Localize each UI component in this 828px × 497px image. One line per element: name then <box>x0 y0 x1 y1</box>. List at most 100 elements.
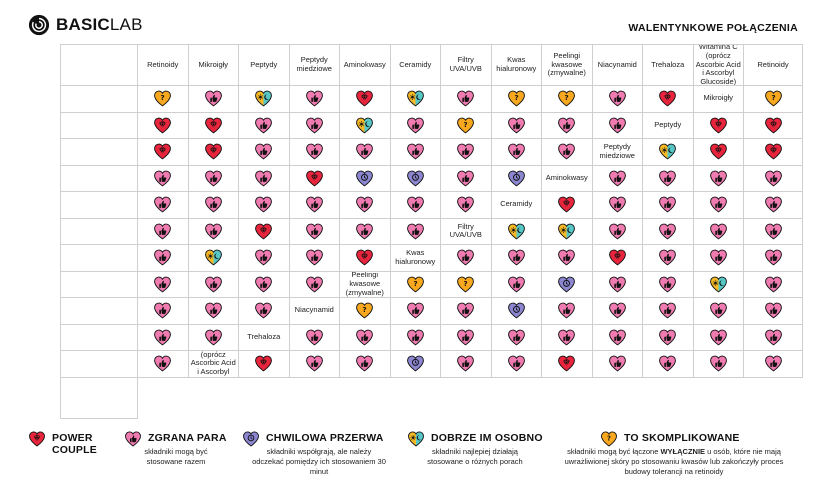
matrix-cell[interactable] <box>289 271 340 298</box>
matrix-cell[interactable] <box>491 245 542 272</box>
matrix-cell[interactable] <box>542 218 593 245</box>
matrix-cell[interactable] <box>693 218 744 245</box>
brand-logo[interactable]: BASICLAB <box>28 14 143 36</box>
matrix-cell[interactable] <box>390 165 441 192</box>
matrix-cell[interactable] <box>239 271 290 298</box>
matrix-cell[interactable]: ? <box>542 86 593 113</box>
matrix-cell[interactable] <box>188 271 239 298</box>
matrix-cell[interactable] <box>693 165 744 192</box>
matrix-cell[interactable] <box>592 218 643 245</box>
matrix-cell[interactable] <box>592 192 643 219</box>
matrix-cell[interactable] <box>138 192 189 219</box>
matrix-cell[interactable] <box>138 112 189 139</box>
matrix-cell[interactable] <box>643 165 694 192</box>
matrix-cell[interactable] <box>188 245 239 272</box>
matrix-cell[interactable] <box>441 324 492 351</box>
matrix-cell[interactable] <box>340 165 391 192</box>
matrix-cell[interactable] <box>441 139 492 166</box>
matrix-cell[interactable] <box>239 218 290 245</box>
matrix-cell[interactable] <box>289 351 340 378</box>
matrix-cell[interactable]: ? <box>441 112 492 139</box>
matrix-cell[interactable] <box>744 298 803 325</box>
matrix-cell[interactable] <box>441 245 492 272</box>
matrix-cell[interactable] <box>138 139 189 166</box>
matrix-cell[interactable] <box>693 324 744 351</box>
matrix-cell[interactable]: ? <box>390 271 441 298</box>
matrix-cell[interactable] <box>643 192 694 219</box>
matrix-cell[interactable] <box>239 298 290 325</box>
matrix-cell[interactable] <box>340 112 391 139</box>
matrix-cell[interactable] <box>340 351 391 378</box>
matrix-cell[interactable] <box>542 324 593 351</box>
matrix-cell[interactable] <box>491 139 542 166</box>
matrix-cell[interactable] <box>592 324 643 351</box>
matrix-cell[interactable] <box>744 112 803 139</box>
matrix-cell[interactable] <box>592 112 643 139</box>
matrix-cell[interactable] <box>239 192 290 219</box>
matrix-cell[interactable] <box>390 86 441 113</box>
matrix-cell[interactable] <box>441 298 492 325</box>
matrix-cell[interactable] <box>542 139 593 166</box>
matrix-cell[interactable] <box>693 245 744 272</box>
matrix-cell[interactable] <box>340 218 391 245</box>
matrix-cell[interactable] <box>138 298 189 325</box>
matrix-cell[interactable] <box>744 165 803 192</box>
matrix-cell[interactable] <box>239 139 290 166</box>
matrix-cell[interactable] <box>138 165 189 192</box>
matrix-cell[interactable] <box>289 245 340 272</box>
matrix-cell[interactable] <box>491 112 542 139</box>
matrix-cell[interactable] <box>491 351 542 378</box>
matrix-cell[interactable] <box>643 271 694 298</box>
matrix-cell[interactable] <box>239 86 290 113</box>
matrix-cell[interactable] <box>693 271 744 298</box>
matrix-cell[interactable] <box>289 218 340 245</box>
matrix-cell[interactable] <box>441 351 492 378</box>
matrix-cell[interactable] <box>188 139 239 166</box>
matrix-cell[interactable] <box>744 218 803 245</box>
matrix-cell[interactable] <box>592 351 643 378</box>
matrix-cell[interactable] <box>491 271 542 298</box>
matrix-cell[interactable] <box>592 86 643 113</box>
matrix-cell[interactable] <box>289 192 340 219</box>
matrix-cell[interactable] <box>643 298 694 325</box>
matrix-cell[interactable] <box>744 192 803 219</box>
matrix-cell[interactable] <box>643 245 694 272</box>
matrix-cell[interactable] <box>643 324 694 351</box>
matrix-cell[interactable]: ? <box>138 86 189 113</box>
matrix-cell[interactable] <box>390 218 441 245</box>
matrix-cell[interactable] <box>491 324 542 351</box>
matrix-cell[interactable] <box>188 218 239 245</box>
matrix-cell[interactable] <box>390 139 441 166</box>
matrix-cell[interactable] <box>693 139 744 166</box>
matrix-cell[interactable] <box>289 112 340 139</box>
matrix-cell[interactable] <box>491 218 542 245</box>
matrix-cell[interactable] <box>592 245 643 272</box>
matrix-cell[interactable] <box>592 298 643 325</box>
matrix-cell[interactable] <box>542 192 593 219</box>
matrix-cell[interactable] <box>542 351 593 378</box>
matrix-cell[interactable] <box>693 192 744 219</box>
matrix-cell[interactable]: ? <box>491 86 542 113</box>
matrix-cell[interactable]: ? <box>441 271 492 298</box>
matrix-cell[interactable] <box>340 192 391 219</box>
matrix-cell[interactable] <box>643 218 694 245</box>
matrix-cell[interactable] <box>542 271 593 298</box>
matrix-cell[interactable]: ? <box>744 86 803 113</box>
matrix-cell[interactable] <box>188 324 239 351</box>
matrix-cell[interactable] <box>289 86 340 113</box>
matrix-cell[interactable] <box>542 245 593 272</box>
matrix-cell[interactable] <box>138 218 189 245</box>
matrix-cell[interactable] <box>390 112 441 139</box>
matrix-cell[interactable] <box>693 351 744 378</box>
matrix-cell[interactable] <box>693 298 744 325</box>
matrix-cell[interactable] <box>390 298 441 325</box>
matrix-cell[interactable] <box>491 298 542 325</box>
matrix-cell[interactable] <box>188 298 239 325</box>
matrix-cell[interactable] <box>188 86 239 113</box>
matrix-cell[interactable] <box>643 139 694 166</box>
matrix-cell[interactable] <box>239 112 290 139</box>
matrix-cell[interactable] <box>441 192 492 219</box>
matrix-cell[interactable] <box>744 324 803 351</box>
matrix-cell[interactable] <box>340 86 391 113</box>
matrix-cell[interactable] <box>188 192 239 219</box>
